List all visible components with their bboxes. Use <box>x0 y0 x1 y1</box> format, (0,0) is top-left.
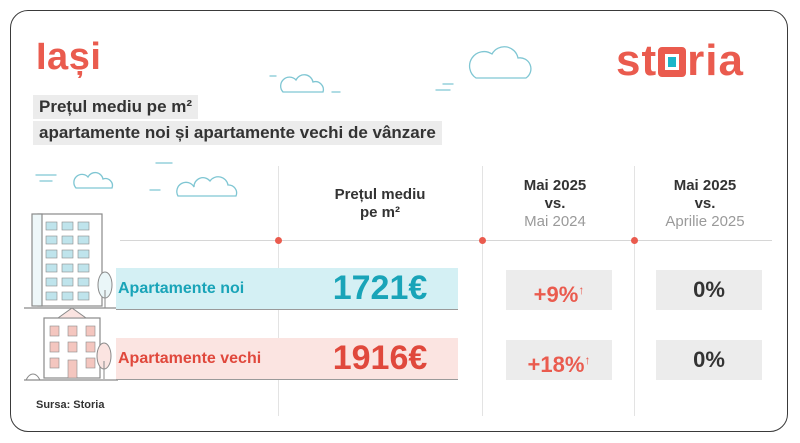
storia-logo: st ria <box>616 36 744 85</box>
source-note: Sursa: Storia <box>36 399 105 411</box>
header-mom: Mai 2025 vs. Aprilie 2025 <box>665 177 745 230</box>
city-name: Iași <box>36 36 102 78</box>
divider-dot <box>479 237 486 244</box>
logo-square-icon <box>658 47 687 77</box>
change-mom-old: 0% <box>656 340 762 380</box>
row-label-old: Apartamente vechi <box>118 350 262 367</box>
header-divider <box>120 240 772 241</box>
header-price: Prețul mediu pe m² <box>334 186 426 221</box>
price-new: 1721€ <box>332 269 428 307</box>
price-old: 1916€ <box>332 339 428 377</box>
header-yoy: Mai 2025 vs. Mai 2024 <box>523 177 587 230</box>
divider-dot <box>275 237 282 244</box>
old-building-icon <box>24 307 118 381</box>
column-divider <box>482 166 483 416</box>
arrow-up-icon: ↑ <box>578 283 585 297</box>
column-divider <box>634 166 635 416</box>
row-band-old <box>116 338 458 380</box>
row-label-new: Apartamente noi <box>118 280 245 297</box>
row-band-new <box>116 268 458 310</box>
change-yoy-old: +18%↑ <box>506 340 612 380</box>
change-yoy-new: +9%↑ <box>506 270 612 310</box>
divider-dot <box>631 237 638 244</box>
title-line-1: Prețul mediu pe m² <box>33 95 199 119</box>
change-mom-new: 0% <box>656 270 762 310</box>
modern-building-icon <box>24 213 118 309</box>
arrow-up-icon: ↑ <box>584 353 591 367</box>
title-line-2: apartamente noi și apartamente vechi de … <box>33 121 442 145</box>
